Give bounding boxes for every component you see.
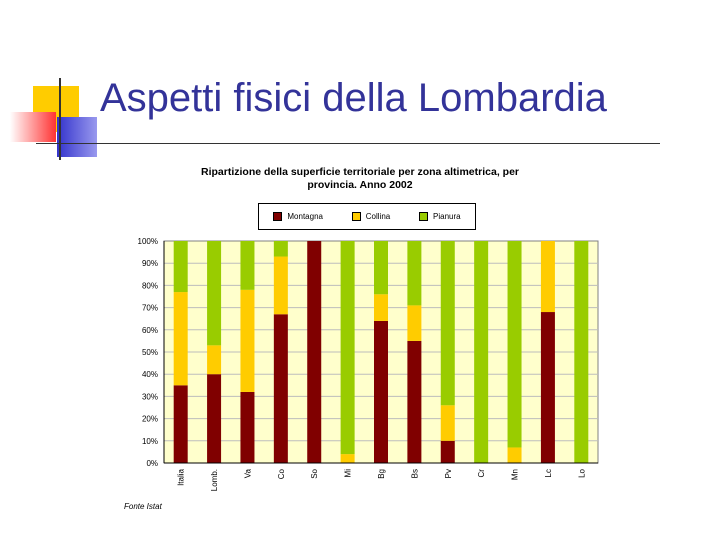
bar-pianura-cr <box>474 241 489 463</box>
bar-collina-italia <box>173 292 188 386</box>
x-tick-label: Bg <box>377 469 386 479</box>
chart-source: Fonte Istat <box>124 502 162 511</box>
y-tick-label: 60% <box>142 326 158 335</box>
bar-montagna-so <box>307 241 322 463</box>
bar-pianura-mn <box>507 241 522 448</box>
x-tick-label: Cr <box>477 469 486 478</box>
x-tick-label: Va <box>243 468 252 478</box>
bar-pianura-bs <box>407 241 422 306</box>
bar-montagna-lomb <box>207 374 222 463</box>
bar-collina-co <box>273 256 288 315</box>
bar-pianura-mi <box>340 241 355 455</box>
bar-collina-mn <box>507 447 522 463</box>
chart-title-line-1: Ripartizione della superficie territoria… <box>200 166 519 178</box>
x-tick-label: Lo <box>577 468 586 477</box>
x-tick-label: Lomb. <box>210 469 219 491</box>
bar-pianura-va <box>240 241 255 290</box>
y-tick-label: 40% <box>142 370 158 379</box>
x-tick-label: Mi <box>344 469 353 478</box>
y-tick-label: 70% <box>142 304 158 313</box>
x-tick-label: Co <box>277 468 286 479</box>
x-tick-label: Pv <box>444 469 453 478</box>
bar-montagna-va <box>240 391 255 463</box>
bar-pianura-bg <box>374 241 388 295</box>
legend-item-montagna: Montagna <box>273 212 323 221</box>
x-tick-label: Lc <box>544 469 553 477</box>
bar-collina-bg <box>374 294 388 321</box>
y-tick-label: 50% <box>142 348 158 357</box>
bar-collina-bs <box>407 305 422 341</box>
bar-montagna-co <box>273 314 288 463</box>
y-tick-label: 30% <box>142 392 158 401</box>
bar-pianura-italia <box>173 241 188 293</box>
chart-title-line-2: provincia. Anno 2002 <box>307 179 413 191</box>
legend-label-montagna: Montagna <box>287 212 323 221</box>
legend-item-collina: Collina <box>351 212 391 221</box>
legend-label-pianura: Pianura <box>433 212 461 221</box>
deco-blue-square <box>57 117 97 157</box>
legend-label-collina: Collina <box>365 212 391 221</box>
bar-collina-lomb <box>207 345 222 375</box>
deco-horizontal-line <box>36 143 660 144</box>
x-tick-label: Bs <box>410 469 419 478</box>
bar-pianura-lomb <box>207 241 222 346</box>
y-tick-label: 80% <box>142 281 158 290</box>
bar-collina-lc <box>540 241 555 313</box>
y-tick-label: 20% <box>142 415 158 424</box>
bar-montagna-bs <box>407 340 422 463</box>
y-tick-label: 10% <box>142 437 158 446</box>
bar-montagna-bg <box>374 320 388 463</box>
bar-collina-mi <box>340 454 355 463</box>
bar-montagna-pv <box>440 440 455 463</box>
y-tick-label: 100% <box>138 237 158 246</box>
bar-montagna-lc <box>540 312 555 463</box>
x-tick-label: Mn <box>511 469 520 480</box>
legend-item-pianura: Pianura <box>419 212 461 221</box>
bar-pianura-lo <box>574 241 589 463</box>
bar-montagna-italia <box>173 385 188 463</box>
bar-pianura-co <box>273 241 288 257</box>
deco-red-gradient <box>10 112 56 142</box>
legend-swatch-montagna <box>273 212 283 221</box>
y-tick-label: 0% <box>146 459 158 468</box>
legend-swatch-collina <box>351 212 361 221</box>
bar-collina-va <box>240 289 255 392</box>
bar-pianura-pv <box>440 241 455 406</box>
chart-title: Ripartizione della superficie territoria… <box>160 166 560 192</box>
slide-title: Aspetti fisici della Lombardia <box>100 76 607 120</box>
bar-collina-pv <box>440 405 455 441</box>
deco-vertical-line <box>59 78 61 160</box>
x-tick-label: Italia <box>177 468 186 485</box>
y-tick-label: 90% <box>142 259 158 268</box>
x-tick-label: So <box>310 468 319 478</box>
chart-legend: Montagna Collina Pianura <box>258 203 476 230</box>
legend-swatch-pianura <box>419 212 429 221</box>
